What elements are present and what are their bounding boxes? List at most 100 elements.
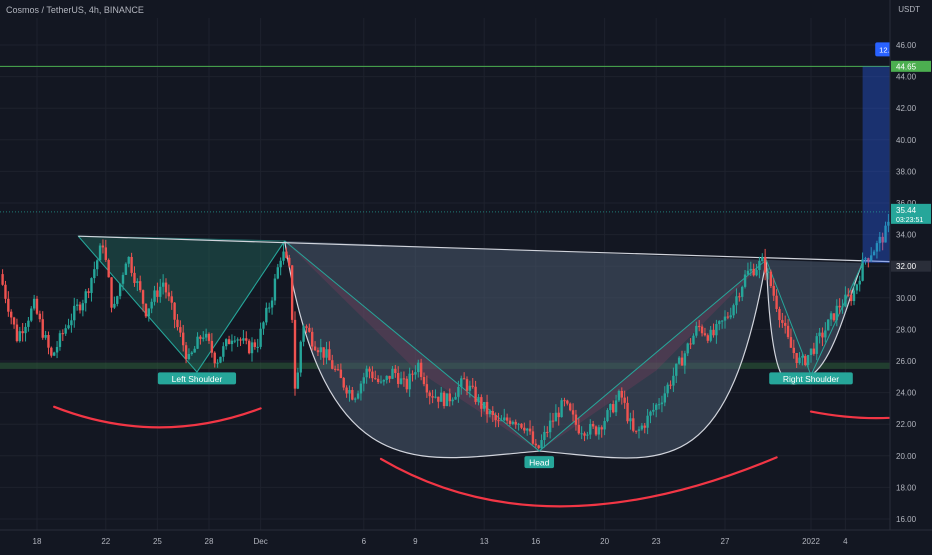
candle-body xyxy=(302,326,305,342)
support-arc-1 xyxy=(379,456,778,508)
candle-body xyxy=(422,376,426,385)
candle-body xyxy=(356,393,360,399)
candle-body xyxy=(520,423,523,428)
candle-body xyxy=(73,305,76,321)
candle-body xyxy=(431,396,434,398)
x-tick-label: 2022 xyxy=(802,537,820,546)
candle-body xyxy=(204,333,208,338)
x-tick-label: 9 xyxy=(413,537,418,546)
candle-body xyxy=(488,411,492,415)
candle-body xyxy=(540,440,543,449)
candle-body xyxy=(677,357,681,364)
y-tick-label: 42.00 xyxy=(896,104,917,113)
candle-body xyxy=(649,411,652,416)
candle-body xyxy=(419,362,423,377)
candle-body xyxy=(755,269,758,276)
candle-body xyxy=(643,425,646,428)
candle-body xyxy=(709,329,712,341)
candle-body xyxy=(179,327,182,333)
candle-body xyxy=(268,307,271,309)
candle-body xyxy=(12,317,16,325)
candle-body xyxy=(354,398,357,400)
candle-body xyxy=(574,414,578,425)
head-label-bg xyxy=(524,456,555,469)
candle-body xyxy=(454,396,457,400)
candle-body xyxy=(182,332,185,346)
candle-body xyxy=(259,328,262,347)
y-tick-label: 28.00 xyxy=(896,325,917,334)
candle-body xyxy=(276,267,279,279)
candle-body xyxy=(44,334,47,338)
candle-body xyxy=(858,280,861,285)
candle-body xyxy=(483,402,486,409)
x-tick-label: 16 xyxy=(531,537,540,546)
y-tick-label: 30.00 xyxy=(896,294,917,303)
candle-body xyxy=(374,378,377,380)
x-tick-label: 18 xyxy=(33,537,42,546)
candle-body xyxy=(199,336,202,339)
support-arc-0 xyxy=(53,405,262,429)
candle-body xyxy=(368,368,371,372)
candle-body xyxy=(265,307,268,323)
right-shoulder-bowl xyxy=(766,259,863,384)
candle-body xyxy=(511,421,515,424)
candle-body xyxy=(101,245,105,248)
candle-body xyxy=(90,278,93,293)
candle-body xyxy=(695,325,698,336)
candle-body xyxy=(723,316,727,321)
candle-body xyxy=(460,378,463,387)
candle-body xyxy=(124,263,128,275)
candle-body xyxy=(7,298,10,312)
candle-body xyxy=(852,290,856,302)
candle-body xyxy=(718,321,721,325)
candle-body xyxy=(864,258,867,260)
candle-body xyxy=(408,373,411,390)
candle-body xyxy=(61,333,64,335)
candle-body xyxy=(236,339,239,341)
candle-body xyxy=(752,268,755,276)
candle-body xyxy=(437,396,440,402)
y-tick-label: 18.00 xyxy=(896,483,917,492)
candle-body xyxy=(30,308,33,321)
candle-body xyxy=(70,320,73,326)
candle-body xyxy=(485,402,489,415)
y-tick-label: 34.00 xyxy=(896,231,917,240)
candle-body xyxy=(875,243,879,252)
candle-body xyxy=(130,256,133,273)
candle-body xyxy=(872,251,876,256)
candle-body xyxy=(878,236,881,244)
candle-body xyxy=(531,431,535,444)
candle-body xyxy=(38,313,42,320)
candle-body xyxy=(147,308,150,317)
candle-body xyxy=(729,315,732,318)
y-tick-label: 22.00 xyxy=(896,420,917,429)
candle-body xyxy=(159,286,162,297)
x-tick-label: 20 xyxy=(600,537,609,546)
candle-body xyxy=(818,332,821,337)
candle-body xyxy=(798,357,801,363)
candle-body xyxy=(775,295,778,309)
candle-body xyxy=(411,373,414,375)
candle-body xyxy=(517,423,520,425)
candle-body xyxy=(394,368,397,374)
candles xyxy=(1,213,890,450)
candle-body xyxy=(815,336,818,354)
candle-body xyxy=(402,378,406,380)
y-tick-label: 20.00 xyxy=(896,452,917,461)
candle-body xyxy=(336,369,340,371)
candle-body xyxy=(626,402,629,422)
candle-body xyxy=(440,392,443,402)
candle-body xyxy=(67,325,70,329)
candle-body xyxy=(118,283,122,297)
candle-body xyxy=(778,308,781,321)
candle-body xyxy=(161,282,165,287)
candle-body xyxy=(612,404,615,413)
candle-body xyxy=(273,278,277,301)
candle-body xyxy=(313,346,317,351)
x-tick-label: 23 xyxy=(652,537,661,546)
candle-body xyxy=(566,400,569,404)
candle-body xyxy=(153,290,156,302)
candle-body xyxy=(270,300,274,308)
